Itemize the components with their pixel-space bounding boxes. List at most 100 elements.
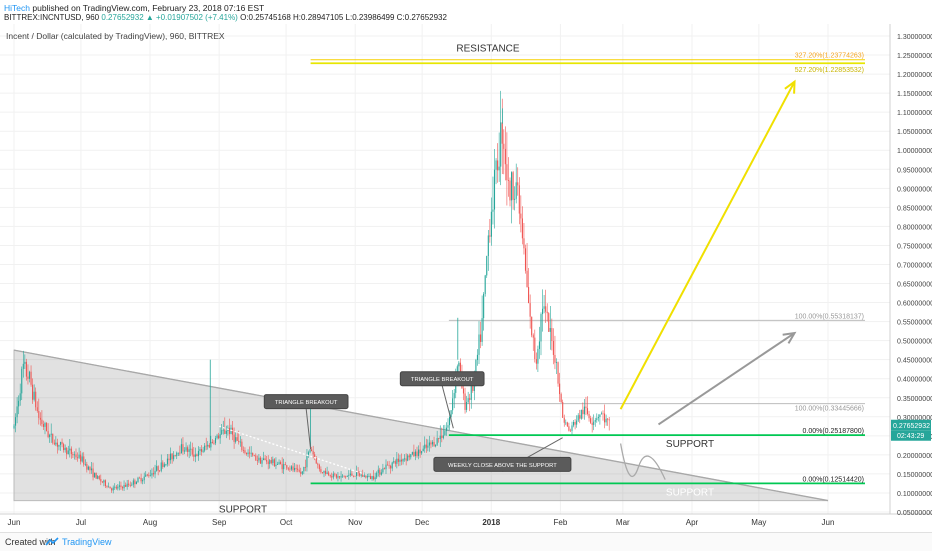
candle-body [272,459,274,463]
candle-body [321,472,323,473]
candle-body [365,475,367,478]
candle-body [416,451,418,456]
candle-body [579,415,581,419]
candle-body [67,450,69,455]
candle-body [180,444,182,454]
candle-body [383,468,385,470]
candle-body [573,422,575,426]
candle-body [408,455,410,458]
candle-body [351,473,353,476]
candle-body [307,452,310,456]
candle-body [47,431,49,437]
candle-body [210,441,212,448]
tradingview-link[interactable]: TradingView [62,537,112,547]
price-tick-label: 0.80000000 [897,224,932,231]
candle-body [25,361,27,377]
candle-body [61,441,63,445]
candle-body [489,235,491,237]
time-tick-label: Jun [8,518,21,527]
candle-body [563,417,565,423]
author-link[interactable]: HiTech [4,3,30,13]
candle-body [228,427,230,435]
time-tick-label: Nov [348,518,362,527]
candle-body [569,430,571,432]
candle-body [44,423,46,427]
candle-body [394,461,396,464]
candle-body [177,452,179,454]
chart-title: Incent / Dollar (calculated by TradingVi… [6,31,225,41]
candle-body [363,475,365,477]
candle-body [349,473,351,476]
callout-text: WEEKLY CLOSE ABOVE THE SUPPORT [448,463,557,469]
candle-body [55,442,57,445]
symbol: BITTREX:INCNTUSD, 960 [4,13,100,22]
candle-body [294,468,296,471]
candle-body [396,458,398,464]
price-axis[interactable]: 1.30000000 1.25000000 1.20000000 1.15000000… [891,34,932,517]
candle-body [362,474,364,477]
candle-body [582,409,584,415]
candle-body [301,471,303,474]
candle-body [199,449,201,451]
candle-body [100,479,102,482]
fib-label-support-upper: 0.00%(0.25187800) [803,428,865,435]
support-label-lower: SUPPORT [666,487,714,498]
candle-body [276,463,279,465]
candle-body [109,486,111,489]
candle-body [27,376,29,379]
candle-body [528,287,530,304]
candle-body [334,473,336,475]
candle-body [230,427,232,435]
time-tick-label: Mar [616,518,630,527]
candle-body [149,475,151,477]
candle-body [399,459,401,462]
candle-body [152,473,155,475]
candle-body [546,311,548,314]
candle-body [337,476,339,478]
candle-body [576,420,578,425]
candle-body [462,388,465,394]
candle-body [216,435,218,439]
candle-body [342,475,344,477]
fib-label-100-upper: 100.00%(0.55318137) [795,313,864,320]
candle-body [63,444,65,451]
candle-body [445,427,447,432]
candle-body [303,466,305,472]
candle-body [283,464,285,470]
time-tick-label: Apr [686,518,699,527]
candle-body [183,450,186,452]
candle-body [484,275,486,294]
candle-body [503,143,505,149]
candle-body [529,303,531,317]
candle-body [419,449,421,454]
candle-body [50,433,52,435]
candle-body [472,384,474,391]
candle-body [520,213,522,219]
candle-body [424,444,426,449]
candle-body [596,418,598,421]
candle-body [300,471,302,474]
candle-body [52,433,54,443]
candle-body [222,429,224,431]
candle-body [118,485,120,487]
candle-body [132,480,134,485]
candle-body [193,454,195,457]
candle-body [551,328,553,342]
price-tick-label: 1.05000000 [897,129,932,136]
price-chart[interactable]: Incent / Dollar (calculated by TradingVi… [0,24,932,532]
candle-body [538,341,540,349]
candle-body [259,457,261,464]
candle-body [207,444,209,447]
time-tick-label: Aug [143,518,157,527]
time-axis[interactable]: Jun Jul Aug Sep Oct Nov Dec 2018 Feb Mar Apr May Jun [8,518,835,527]
candle-body [487,235,489,257]
candle-body [574,422,576,425]
candle-body [433,441,435,447]
candle-body [239,441,241,443]
candle-body [507,180,509,181]
candle-body [142,480,144,482]
candle-body [36,407,38,412]
candle-body [286,465,288,469]
candle-body [94,472,96,478]
candle-body [145,474,147,477]
